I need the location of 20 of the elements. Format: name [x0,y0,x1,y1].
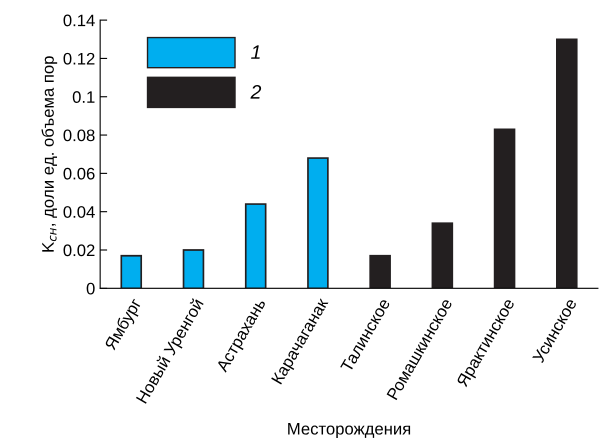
y-tick-label: 0.06 [64,168,95,180]
y-tick-label: 0 [86,282,95,295]
legend-label: 1 [251,45,260,59]
bar [432,222,454,288]
y-tick-label: 0.02 [64,244,94,256]
y-tick-label: 0.1 [72,91,94,103]
y-tick-label: 0.08 [64,129,95,142]
bar [120,254,142,288]
y-axis-title: K$_{сн}$, доли ед. объема пор [41,56,58,252]
y-tick-label: 0.14 [64,14,95,26]
y-tick-label: 0.12 [64,52,94,65]
bar [556,38,578,288]
bar [494,128,516,288]
bar [369,254,391,288]
bar [244,203,266,288]
x-axis-title: Месторождения [288,423,410,438]
legend-label: 2 [250,84,262,99]
bar [307,157,329,288]
bar [182,249,204,288]
y-tick-label: 0.04 [64,206,95,218]
